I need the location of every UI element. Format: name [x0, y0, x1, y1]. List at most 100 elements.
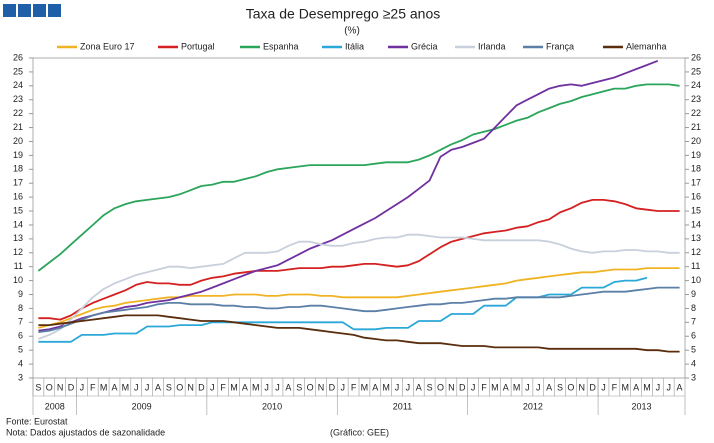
- year-label: 2011: [393, 401, 412, 411]
- x-tick-label: M: [100, 382, 108, 392]
- x-tick-label: F: [481, 382, 487, 392]
- x-tick-label: J: [601, 382, 606, 392]
- note: Nota: Dados ajustados de sazonalidade: [6, 427, 165, 437]
- x-tick-label: J: [536, 382, 541, 392]
- x-tick-label: O: [176, 382, 183, 392]
- y2-tick-label: 21: [691, 122, 701, 132]
- legend-label: França: [546, 41, 574, 51]
- x-tick-label: J: [406, 382, 411, 392]
- x-tick-label: M: [382, 382, 390, 392]
- y2-tick-label: 15: [691, 205, 701, 215]
- x-tick-label: O: [46, 382, 53, 392]
- x-tick-label: A: [111, 382, 117, 392]
- x-tick-label: D: [329, 382, 336, 392]
- chart-subtitle: (%): [344, 26, 360, 37]
- y-tick-label: 20: [13, 136, 23, 146]
- x-tick-label: J: [80, 382, 85, 392]
- x-tick-label: A: [242, 382, 248, 392]
- x-tick-label: A: [155, 382, 161, 392]
- y-tick-label: 5: [18, 345, 23, 355]
- y2-tick-label: 20: [691, 136, 701, 146]
- y-tick-label: 25: [13, 66, 23, 76]
- x-tick-label: S: [296, 382, 302, 392]
- y2-tick-label: 23: [691, 94, 701, 104]
- y-tick-label: 4: [18, 358, 23, 368]
- y-tick-label: 8: [18, 303, 23, 313]
- y-tick-label: 24: [13, 80, 23, 90]
- x-tick-label: S: [427, 382, 433, 392]
- y-tick-label: 23: [13, 94, 23, 104]
- x-tick-label: J: [471, 382, 476, 392]
- x-tick-label: M: [230, 382, 238, 392]
- x-tick-label: D: [589, 382, 596, 392]
- series-line: [38, 286, 680, 333]
- y2-tick-label: 5: [691, 345, 696, 355]
- series-line: [38, 199, 680, 321]
- y2-tick-label: 11: [691, 261, 700, 271]
- x-tick-label: O: [567, 382, 574, 392]
- series-line: [37, 83, 680, 272]
- x-tick-label: O: [437, 382, 444, 392]
- x-tick-label: J: [656, 382, 661, 392]
- x-tick-label: M: [643, 382, 651, 392]
- y2-tick-label: 7: [691, 317, 696, 327]
- y-tick-label: 18: [13, 164, 23, 174]
- x-tick-label: N: [318, 382, 325, 392]
- y-tick-label: 10: [13, 275, 23, 285]
- x-tick-label: J: [525, 382, 530, 392]
- x-tick-label: M: [621, 382, 629, 392]
- x-tick-label: O: [307, 382, 314, 392]
- y2-tick-label: 4: [691, 358, 696, 368]
- x-tick-label: A: [633, 382, 639, 392]
- y2-tick-label: 10: [691, 275, 701, 285]
- y-tick-label: 12: [13, 247, 23, 257]
- year-label: 2010: [262, 401, 282, 411]
- x-tick-label: F: [612, 382, 618, 392]
- source: Fonte: Eurostat: [6, 416, 68, 426]
- y2-tick-label: 25: [691, 66, 701, 76]
- x-tick-label: S: [35, 382, 41, 392]
- logo: [3, 4, 61, 17]
- year-label: 2009: [132, 401, 152, 411]
- x-tick-label: J: [210, 382, 215, 392]
- x-tick-label: D: [198, 382, 205, 392]
- x-tick-label: M: [491, 382, 499, 392]
- legend-label: Portugal: [181, 41, 215, 51]
- x-tick-label: J: [134, 382, 139, 392]
- x-tick-label: A: [677, 382, 683, 392]
- y2-tick-label: 18: [691, 164, 701, 174]
- x-tick-label: M: [122, 382, 130, 392]
- y2-tick-label: 24: [691, 80, 701, 90]
- x-tick-label: A: [285, 382, 291, 392]
- x-tick-label: A: [372, 382, 378, 392]
- y-tick-label: 7: [18, 317, 23, 327]
- x-tick-label: J: [395, 382, 400, 392]
- y-tick-label: 16: [13, 192, 23, 202]
- legend-label: Alemanha: [626, 41, 667, 51]
- y-tick-label: 14: [13, 219, 23, 229]
- series-line: [38, 314, 680, 353]
- x-tick-label: J: [145, 382, 150, 392]
- x-tick-label: J: [666, 382, 671, 392]
- x-tick-label: D: [68, 382, 75, 392]
- x-tick-label: S: [166, 382, 172, 392]
- y2-tick-label: 13: [691, 233, 701, 243]
- y2-tick-label: 14: [691, 219, 701, 229]
- x-tick-label: M: [513, 382, 521, 392]
- y-tick-label: 17: [13, 178, 23, 188]
- legend-label: Zona Euro 17: [80, 41, 135, 51]
- x-tick-label: F: [90, 382, 96, 392]
- x-tick-label: N: [57, 382, 64, 392]
- y-tick-label: 13: [13, 233, 23, 243]
- y-tick-label: 15: [13, 205, 23, 215]
- x-tick-label: A: [546, 382, 552, 392]
- year-label: 2008: [45, 401, 65, 411]
- series-line: [38, 276, 648, 343]
- x-tick-label: F: [220, 382, 226, 392]
- y2-tick-label: 16: [691, 192, 701, 202]
- x-tick-label: J: [264, 382, 269, 392]
- y-tick-label: 22: [13, 108, 23, 118]
- year-label: 2012: [523, 401, 543, 411]
- x-tick-label: F: [351, 382, 357, 392]
